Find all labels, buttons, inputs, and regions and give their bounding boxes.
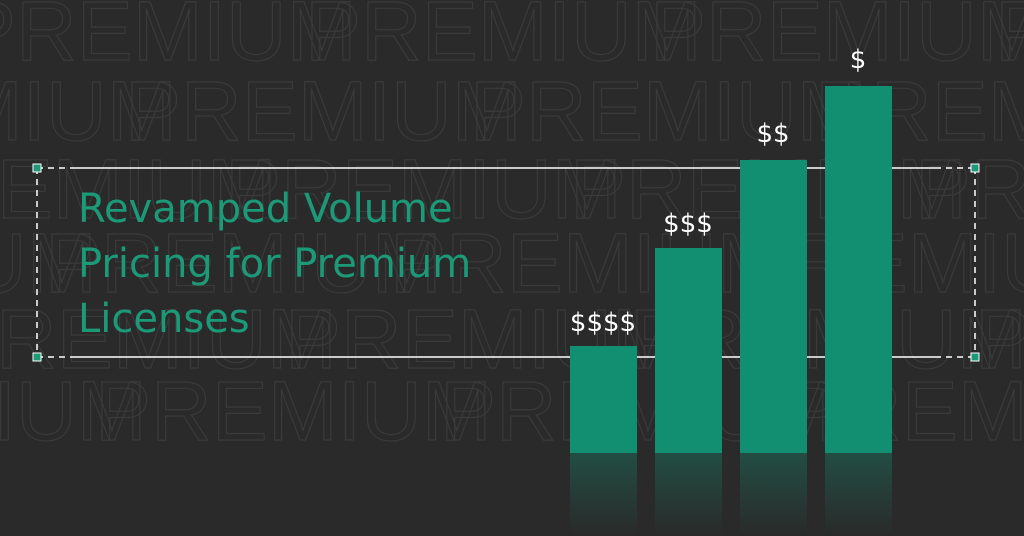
reflection [740,453,807,536]
bar-reflections [570,453,892,536]
title-line: Pricing for Premium [78,241,471,287]
background-word: PREMIUM [650,0,1024,78]
handle [32,352,42,362]
reflection [570,453,637,536]
frame-handles [32,163,980,362]
bar-label: $$$$ [570,308,636,338]
bar [655,248,722,453]
background-word: PREMIUM [470,64,867,158]
background-word: PREMIUM [0,142,277,236]
bar-label: $$$ [663,209,713,239]
bar [825,86,892,453]
background-word: PREMIUM [95,364,492,458]
background-word: PREMIUM [0,216,97,310]
background-word: PREMIUM [225,142,622,236]
reflection [825,453,892,536]
bar-label: $$ [756,119,789,149]
background-word: PREMIUM [0,64,177,158]
background-word: PREMIUM [0,0,357,78]
background-pattern: PREMIUMPREMIUMPREMIUMPREMIUMPREMIUMPREMI… [0,0,1024,459]
background-word: PREMIUM [0,292,337,386]
bar-label: $ [850,45,867,75]
reflection [655,453,722,536]
background-word: PREMIUM [305,0,702,78]
background-word: PREMIUM [995,0,1024,78]
background-word: PREMIUM [0,364,147,458]
background-word: PREMIUM [125,64,522,158]
handle [970,352,980,362]
handle [970,163,980,173]
background-word: PREMIUM [785,364,1024,458]
title-line: Revamped Volume [78,186,453,232]
bar [570,346,637,453]
bar [740,160,807,453]
background-word: PREMIUM [915,142,1024,236]
background-word: PREMIUM [45,216,442,310]
bars [570,86,892,453]
title-line: Licenses [78,296,250,342]
handle [32,163,42,173]
background-word: PREMIUM [975,292,1024,386]
